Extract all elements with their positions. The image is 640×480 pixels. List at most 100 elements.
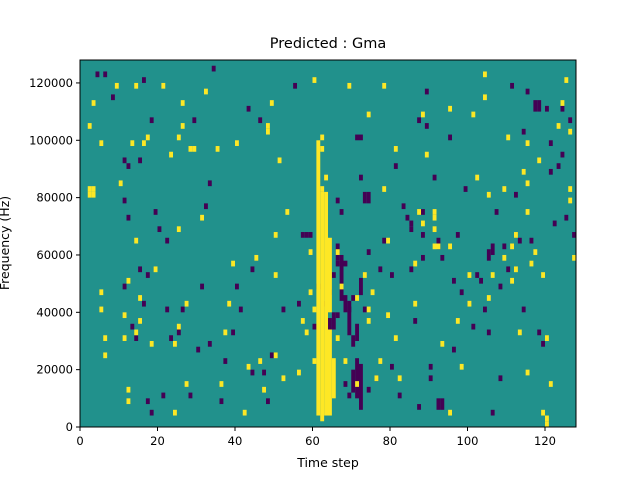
heatmap-cells [87, 65, 577, 427]
high-cell [459, 363, 464, 370]
high-cell [192, 146, 197, 152]
low-cell [235, 283, 239, 290]
high-cell [134, 329, 139, 336]
high-cell [382, 186, 387, 192]
low-cell [479, 277, 484, 284]
high-cell [312, 358, 317, 364]
low-run [362, 191, 367, 204]
low-cell [200, 283, 205, 290]
high-cell [560, 100, 565, 106]
low-cell [510, 82, 515, 89]
high-cell [231, 260, 236, 267]
high-cell [312, 306, 317, 313]
high-cell [153, 266, 158, 273]
low-cell [506, 266, 511, 273]
high-cell [545, 415, 549, 422]
high-cell [134, 237, 139, 244]
high-cell [355, 381, 360, 387]
high-cell [304, 329, 309, 336]
high-cell [87, 186, 92, 192]
high-cell [300, 318, 305, 324]
low-run [347, 300, 352, 336]
high-cell [320, 134, 325, 141]
high-run [331, 358, 336, 399]
low-run [355, 323, 360, 341]
high-cell [506, 134, 511, 141]
low-cell [560, 105, 565, 112]
high-cell [103, 335, 108, 341]
low-cell [281, 306, 286, 313]
low-cell [514, 191, 518, 198]
high-cell [173, 340, 177, 347]
low-cell [196, 346, 201, 353]
low-cell [413, 318, 418, 324]
high-cell [138, 295, 143, 301]
low-cell [149, 409, 154, 416]
high-cell [114, 82, 119, 89]
high-cell [374, 375, 379, 382]
low-cell [452, 346, 456, 353]
x-tick-label: 40 [228, 434, 243, 448]
high-cell [173, 409, 177, 416]
high-run [328, 329, 332, 416]
x-tick-label: 0 [76, 434, 83, 448]
low-cell [572, 232, 577, 238]
low-cell [409, 266, 414, 273]
high-cell [525, 369, 530, 376]
low-cell [448, 134, 453, 141]
high-cell [122, 335, 127, 341]
low-cell [126, 214, 131, 221]
high-cell [366, 111, 371, 118]
high-cell [517, 329, 522, 336]
high-cell [308, 249, 313, 255]
low-cell [475, 272, 480, 278]
high-cell [413, 260, 418, 267]
low-cell [134, 335, 139, 341]
high-cell [227, 300, 232, 307]
high-cell [362, 272, 367, 278]
high-cell [262, 386, 267, 393]
high-cell [568, 186, 573, 192]
high-cell [99, 289, 104, 296]
high-cell [448, 105, 453, 112]
high-cell [514, 266, 518, 273]
high-cell [269, 100, 274, 106]
plot-area [79, 59, 577, 428]
high-cell [242, 409, 247, 416]
high-cell [134, 82, 139, 89]
high-cell [386, 237, 391, 244]
high-cell [510, 277, 515, 284]
high-cell [184, 381, 189, 387]
high-cell [184, 300, 189, 307]
low-cell [521, 128, 526, 135]
low-cell [347, 392, 352, 399]
low-cell [424, 123, 429, 129]
low-cell [440, 254, 445, 261]
y-tick-label: 0 [66, 420, 73, 434]
y-tick-label: 40000 [36, 305, 73, 319]
y-tick-label: 20000 [36, 363, 73, 377]
low-cell [498, 375, 503, 382]
high-cell [273, 232, 278, 238]
high-cell [343, 358, 348, 364]
low-cell [459, 289, 464, 296]
low-cell [343, 381, 348, 387]
high-cell [525, 180, 530, 187]
low-cell [455, 232, 460, 238]
low-run [328, 318, 332, 330]
low-cell [238, 306, 243, 313]
high-cell [235, 140, 239, 147]
low-cell [142, 77, 146, 83]
low-run [436, 398, 441, 410]
high-cell [297, 369, 301, 376]
low-cell [502, 243, 507, 250]
low-cell [463, 186, 468, 192]
low-cell [312, 323, 317, 330]
high-cell [312, 77, 317, 83]
low-cell [390, 363, 394, 370]
low-cell [169, 335, 174, 341]
high-cell [382, 82, 387, 89]
high-cell [320, 146, 325, 152]
low-cell [122, 157, 127, 164]
high-cell [545, 335, 549, 341]
